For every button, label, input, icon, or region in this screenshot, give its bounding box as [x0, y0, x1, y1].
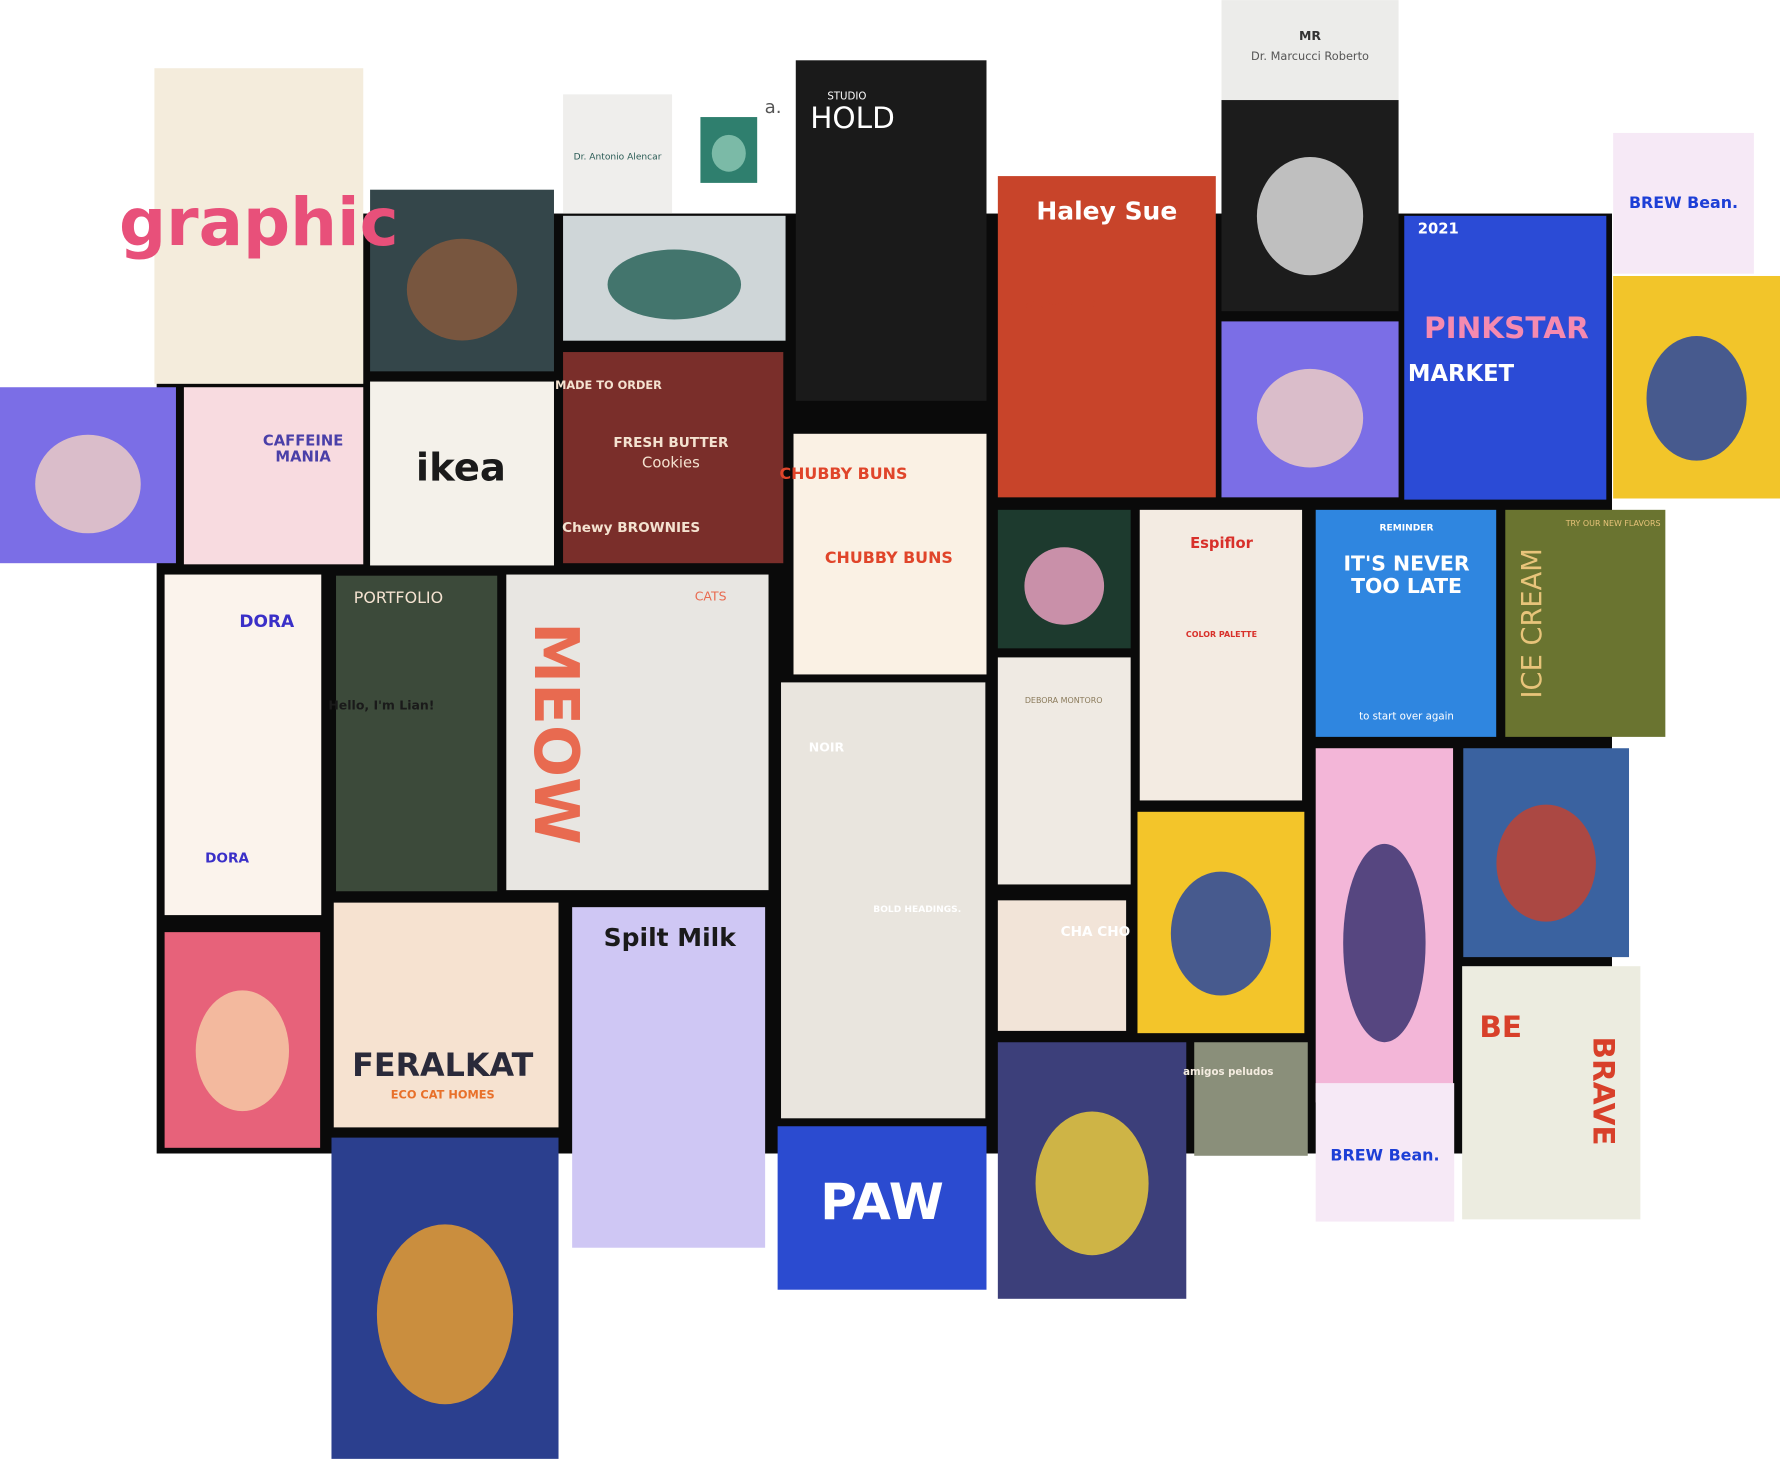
- tile-art: [35, 434, 141, 534]
- image-tile: [1505, 509, 1666, 737]
- tile-text: Espiflor: [1190, 535, 1254, 552]
- tile-text: BREW Bean.: [1330, 1145, 1439, 1164]
- tile-art: [711, 134, 746, 172]
- tile-text: PAW: [820, 1173, 944, 1231]
- tile-art: [1646, 336, 1747, 461]
- tile-text: MANIA: [275, 449, 331, 466]
- image-tile: [1462, 966, 1641, 1220]
- tile-text: TRY OUR NEW FLAVORS: [1565, 519, 1661, 528]
- tile-text: MADE TO ORDER: [555, 378, 662, 392]
- tile-text: ECO CAT HOMES: [391, 1088, 495, 1102]
- image-tile: [1315, 509, 1497, 737]
- image-tile: [370, 381, 554, 566]
- tile-text: PINKSTAR: [1424, 311, 1589, 345]
- tile-text: BREW Bean.: [1629, 193, 1738, 212]
- tile-text: ICE CREAM: [1517, 548, 1548, 698]
- tile-text: Haley Sue: [1013, 295, 1096, 312]
- tile-text: amigos peludos: [1183, 1067, 1273, 1078]
- image-tile: [1315, 1083, 1455, 1222]
- tile-art: [1496, 804, 1596, 922]
- tile-text: STUDIO: [827, 92, 866, 103]
- image-tile: [781, 682, 986, 1119]
- tile-text: ikea: [416, 446, 506, 491]
- tile-text: a.: [765, 97, 782, 118]
- image-tile: [154, 68, 364, 384]
- tile-text: Dr. Marcucci Roberto: [1251, 49, 1369, 63]
- tile-text: CHUBBY BUNS: [825, 548, 953, 567]
- tile-text: MARKET: [1408, 361, 1515, 387]
- tile-text: COLOR PALETTE: [1186, 630, 1257, 639]
- image-tile: [183, 387, 364, 565]
- image-tile: [997, 900, 1127, 1031]
- tile-text: MEOW: [520, 622, 591, 845]
- tile-text: DORA: [239, 612, 295, 632]
- image-tile: [777, 1126, 987, 1290]
- tile-text: HOLD: [810, 101, 895, 135]
- image-tile: [795, 60, 987, 401]
- image-tile: [563, 94, 673, 214]
- image-tile: [333, 902, 559, 1128]
- tile-art: [607, 249, 742, 320]
- image-tile: [1139, 509, 1303, 801]
- tile-text: BE: [1479, 1010, 1522, 1044]
- image-tile: [997, 657, 1131, 885]
- image-tile: [997, 176, 1216, 498]
- tile-text: IT'S NEVER: [1343, 551, 1469, 575]
- tile-text: NOIR: [809, 740, 845, 755]
- tile-art: [1024, 547, 1105, 625]
- tile-text: PORTFOLIO: [354, 588, 443, 607]
- tile-text: graphic: [119, 184, 399, 261]
- tile-text: BRAVE: [1586, 1037, 1620, 1146]
- tile-text: MR: [1299, 28, 1321, 43]
- tile-art: [406, 238, 518, 341]
- tile-art: [376, 1224, 514, 1405]
- image-tile: [1613, 132, 1754, 274]
- tile-text: BOLD HEADINGS.: [873, 905, 961, 915]
- image-tile: [1404, 215, 1607, 500]
- tile-text: FERALKAT: [352, 1048, 533, 1084]
- tile-text: TOO LATE: [1351, 574, 1462, 598]
- tile-art: [1035, 1111, 1149, 1256]
- tile-text: 2021: [1418, 220, 1459, 237]
- tile-text: to start over again: [1359, 711, 1454, 722]
- tile-text: Spilt Milk: [604, 923, 738, 952]
- image-tile: [572, 907, 766, 1248]
- tile-text: DORA: [205, 850, 249, 866]
- tile-text: CAFFEINE: [263, 433, 343, 450]
- tile-text: CHA CHO: [1061, 924, 1131, 940]
- tile-text: DEBORA MONTORO: [1025, 696, 1103, 705]
- tile-text: REMINDER: [1380, 524, 1434, 534]
- image-tile: [1221, 0, 1399, 101]
- tile-text: Haley Sue: [1036, 196, 1177, 225]
- tile-text: Chewy BROWNIES: [562, 520, 700, 536]
- tile-text: CHUBBY BUNS: [780, 464, 908, 483]
- image-tile: [563, 352, 784, 564]
- tile-art: [1343, 843, 1426, 1043]
- tile-text: Dr. Antonio Alencar: [574, 152, 662, 162]
- image-tile: [1194, 1042, 1308, 1156]
- image-tile: [793, 433, 987, 675]
- image-tile: [506, 574, 769, 891]
- tile-text: CATS: [695, 589, 727, 604]
- tile-art: [1256, 157, 1364, 276]
- tile-art: [1256, 368, 1364, 468]
- image-tile: [164, 574, 322, 916]
- tile-text: FRESH BUTTER: [613, 435, 729, 451]
- image-tile: [336, 575, 498, 892]
- tile-art: [1170, 871, 1271, 996]
- tile-art: [195, 990, 290, 1112]
- tile-text: Cookies: [642, 454, 700, 471]
- tile-text: Hello, I'm Lian!: [328, 698, 434, 713]
